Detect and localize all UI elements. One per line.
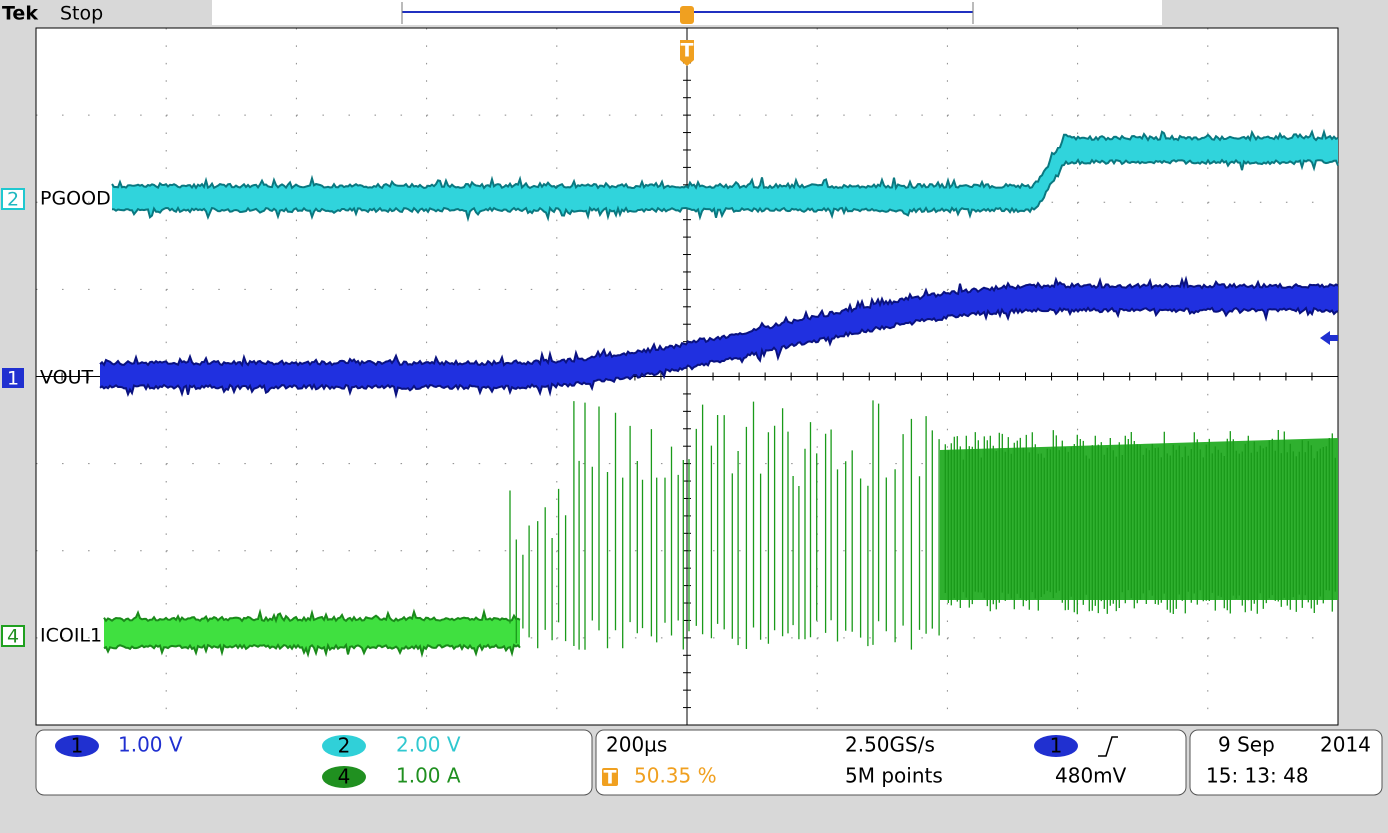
trigger-marker: T	[681, 40, 694, 62]
date-panel	[1189, 729, 1383, 796]
acquisition-status: Stop	[60, 3, 103, 25]
icoil1-envelope	[940, 438, 1338, 600]
channel-label: ICOIL1	[40, 625, 102, 647]
channel-marker	[1, 188, 25, 210]
year: 2014	[1320, 733, 1371, 757]
trigger-source: 1	[1050, 734, 1063, 758]
channel-scale: 1.00 A	[396, 764, 461, 788]
channel-number: 4	[338, 765, 351, 789]
channel-badge	[322, 766, 366, 788]
date: 9 Sep	[1218, 733, 1275, 757]
pgood-trace-fill	[112, 131, 1338, 219]
pgood-trace-edge	[111, 128, 1339, 191]
vout-trace-edge	[99, 306, 1339, 399]
channel-badge	[322, 735, 366, 757]
icoil1-trace-edge	[103, 608, 521, 624]
icoil1-trace-edge	[103, 642, 521, 658]
channel-number: 2	[7, 189, 19, 211]
channel-scale: 2.00 V	[396, 733, 461, 757]
waveforms	[99, 128, 1339, 658]
channel-number: 1	[71, 734, 84, 758]
trigger-slope-icon	[1098, 736, 1118, 757]
pgood-trace-edge	[111, 158, 1339, 223]
trigger-position: 50.35 %	[634, 764, 717, 788]
timebase: 200µs	[606, 733, 667, 757]
channel-marker	[2, 368, 24, 388]
graticule-border	[35, 27, 1339, 726]
trigger-source-badge	[1034, 735, 1078, 757]
vout-trace-fill	[100, 279, 1338, 395]
trigger-icon-label: T	[604, 767, 617, 789]
channel-label: PGOOD	[40, 188, 111, 210]
channel-label: VOUT	[40, 367, 94, 389]
channel-number: 1	[7, 368, 19, 390]
vout-trace-edge	[99, 275, 1339, 368]
trigger-position-icon	[680, 6, 694, 24]
channel-scale: 1.00 V	[118, 733, 183, 757]
brand: Tek	[2, 3, 38, 25]
time: 15: 13: 48	[1206, 764, 1309, 788]
trigger-icon	[602, 768, 618, 786]
sample-rate: 2.50GS/s	[845, 733, 935, 757]
channel-marker	[1, 625, 25, 647]
channel-number: 4	[7, 626, 19, 648]
channel-badge	[55, 735, 99, 757]
trigger-marker-bg	[680, 40, 694, 66]
trigger-level: 480mV	[1055, 764, 1127, 788]
channel-number: 2	[338, 734, 351, 758]
vertical-readout-panel	[35, 729, 593, 796]
icoil1-switching	[509, 400, 1336, 650]
record-length: 5M points	[845, 764, 943, 788]
icoil1-trace-fill	[104, 611, 520, 655]
trigger-level-arrow	[1320, 331, 1338, 345]
